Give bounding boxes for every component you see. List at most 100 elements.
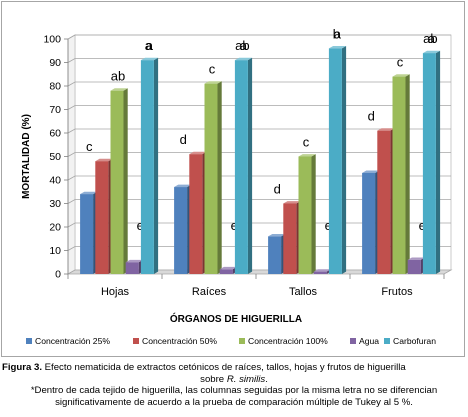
- bar-top: [125, 259, 143, 263]
- x-tick-label: Raíces: [192, 286, 227, 298]
- data-label: b: [333, 26, 340, 41]
- gridline: [67, 152, 451, 157]
- y-tick-label: 20: [49, 222, 61, 234]
- bar-top: [313, 269, 331, 272]
- y-tick-label: 80: [49, 81, 61, 93]
- bar: [110, 90, 124, 274]
- x-tick-label: Hojas: [101, 286, 130, 298]
- bar: [422, 53, 436, 274]
- figure-label: Figura 3.: [2, 362, 42, 373]
- bar-side: [123, 88, 128, 274]
- data-label: e: [137, 218, 144, 233]
- bar: [377, 130, 391, 274]
- bar-side: [341, 46, 347, 274]
- bar-top: [362, 170, 380, 173]
- caption-text-1: Efecto nematicida de extractos cetónicos…: [41, 362, 406, 373]
- data-label: c: [303, 135, 310, 150]
- y-tick-label: 100: [43, 34, 61, 46]
- bar-top: [407, 257, 425, 260]
- y-tick-label: 70: [49, 104, 61, 116]
- legend-swatch: [350, 338, 356, 344]
- legend-label: Concentración 50%: [142, 336, 217, 346]
- data-label: d: [368, 109, 375, 124]
- bar: [125, 262, 139, 274]
- caption-line-4: significativamente de acuerdo a la prueb…: [55, 396, 413, 408]
- x-tick-label: Tallos: [289, 286, 318, 298]
- legend-swatch: [384, 338, 390, 344]
- bar-top: [422, 50, 441, 54]
- bar-top: [189, 151, 207, 155]
- bar: [392, 76, 406, 274]
- bar: [80, 194, 94, 274]
- bar-side: [405, 74, 410, 274]
- bar-top: [377, 128, 395, 131]
- y-tick-label: 90: [49, 57, 61, 69]
- y-tick-label: 10: [49, 245, 61, 257]
- gridline: [67, 128, 451, 134]
- caption-line-1: Figura 3. Efecto nematicida de extractos…: [2, 362, 466, 374]
- data-label: c: [86, 139, 93, 154]
- bar-top: [204, 81, 222, 84]
- bar: [283, 203, 297, 274]
- y-tick-label: 40: [49, 175, 61, 187]
- gridline: [67, 175, 451, 181]
- caption-line-3: *Dentro de cada tejido de higuerilla, la…: [30, 385, 438, 396]
- data-label-extra: a: [428, 31, 436, 46]
- data-label: e: [325, 218, 332, 233]
- legend-swatch: [26, 338, 32, 344]
- bar-top: [283, 201, 301, 204]
- data-label: c: [397, 55, 404, 70]
- y-tick-label: 50: [49, 151, 61, 163]
- gridline: [67, 222, 451, 228]
- gridline: [67, 199, 451, 204]
- bar-chart: 0 10 20 30 40 50 60 70 80 90 100 MORTALIDAD (%) Hoja…: [21, 26, 453, 346]
- y-tick-label: 30: [49, 198, 61, 210]
- y-tick-label: 60: [49, 128, 61, 140]
- data-label: d: [274, 182, 281, 197]
- x-axis-title: ÓRGANOS DE HIGUERILLA: [170, 312, 302, 325]
- bar-top: [234, 57, 253, 61]
- gridline: [67, 58, 451, 63]
- bar: [234, 60, 248, 275]
- caption-species: R. similis: [226, 373, 266, 385]
- data-label-extra: a: [146, 38, 154, 53]
- bar: [189, 154, 203, 274]
- bar-top: [328, 46, 347, 49]
- x-tick-label: Frutos: [381, 286, 413, 298]
- bar-top: [298, 154, 316, 157]
- bar: [174, 187, 188, 274]
- bar-top: [219, 266, 237, 270]
- data-label: e: [231, 218, 238, 233]
- y-axis-title: MORTALIDAD (%): [21, 114, 32, 199]
- bar: [95, 161, 109, 274]
- data-label: a: [145, 38, 153, 53]
- caption-text-2-pre: sobre: [200, 373, 227, 385]
- gridline: [67, 105, 451, 110]
- bar: [219, 269, 233, 274]
- figure-caption: Figura 3. Efecto nematicida de extractos…: [2, 362, 466, 408]
- bar-top: [392, 74, 410, 77]
- bar-side: [153, 57, 159, 274]
- legend-label: Agua: [359, 336, 379, 346]
- gridline: [67, 246, 451, 251]
- caption-line-2: sobre R. similis.: [2, 374, 466, 386]
- data-label: ab: [235, 38, 249, 53]
- bar-top: [174, 184, 192, 188]
- data-label: c: [209, 62, 216, 77]
- bar: [362, 172, 376, 274]
- bar-side: [217, 81, 222, 274]
- data-label-extra: a: [240, 38, 248, 53]
- bar: [407, 259, 421, 274]
- bar-top: [110, 88, 128, 91]
- gridline: [67, 34, 451, 40]
- bar: [298, 156, 312, 274]
- caption-text-2-post: .: [265, 373, 268, 385]
- bar: [268, 236, 282, 274]
- data-label: d: [180, 132, 187, 147]
- bar: [204, 83, 218, 275]
- data-label: ab: [111, 69, 125, 84]
- bar: [328, 48, 342, 275]
- y-tick-label: 0: [55, 269, 61, 281]
- bar-top: [268, 234, 286, 237]
- bar-side: [247, 57, 253, 274]
